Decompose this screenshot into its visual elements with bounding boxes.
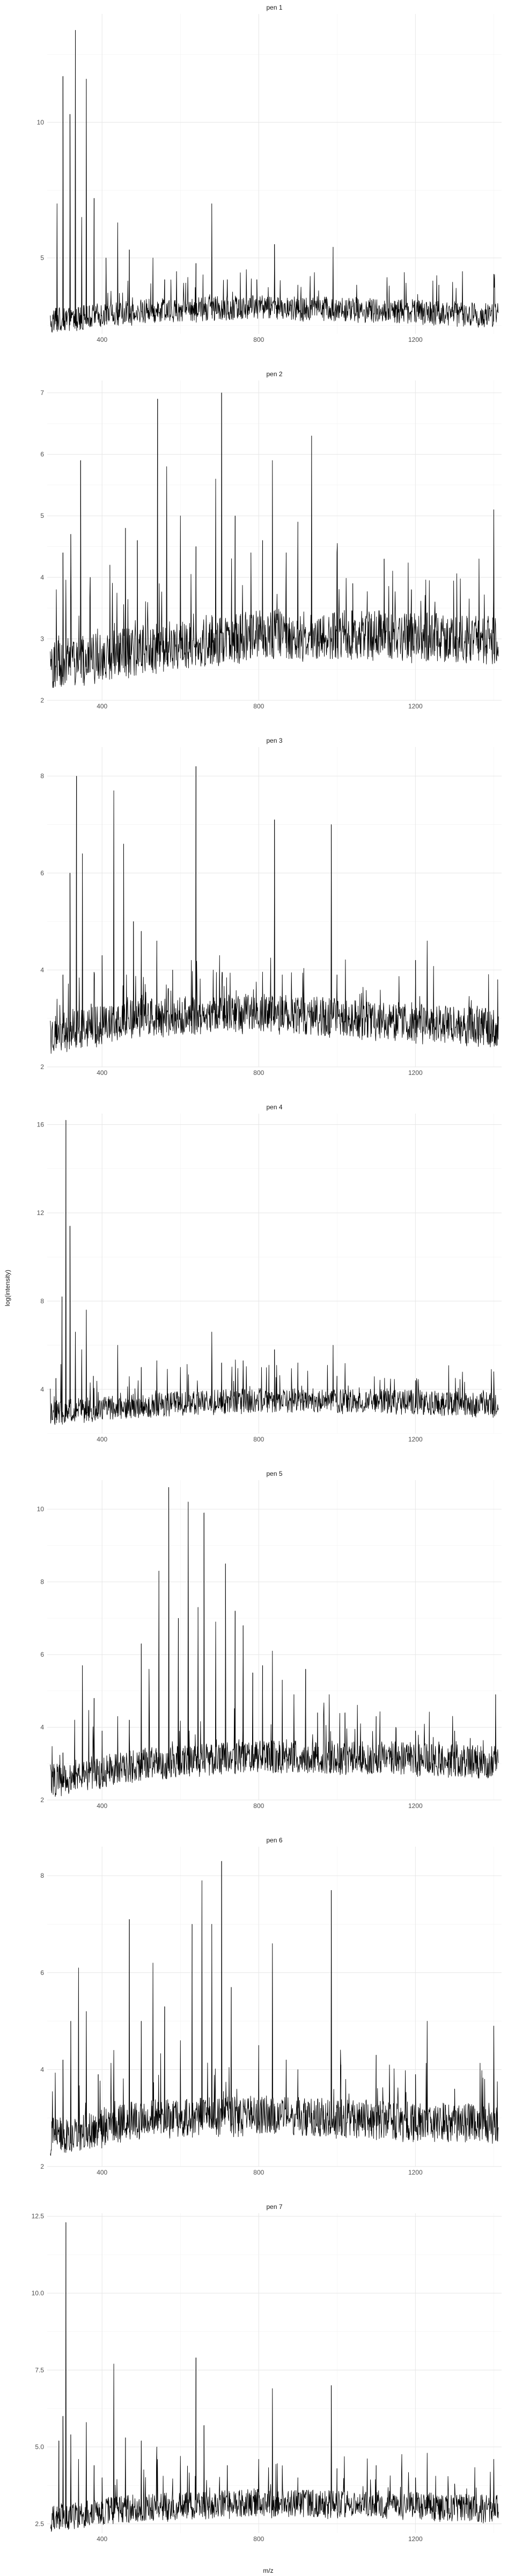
x-tick-label: 1200 <box>408 1436 423 1443</box>
y-tick-label: 6 <box>40 451 44 458</box>
x-tick-label: 400 <box>97 2535 107 2543</box>
facet-panel-2: pen 2 400 800 1200 2 3 4 5 6 7 <box>40 370 502 710</box>
y-tick-label: 8 <box>40 1578 44 1586</box>
x-tick-label: 800 <box>253 702 264 710</box>
x-axis-title: m/z <box>263 2567 273 2574</box>
y-tick-label: 10 <box>37 119 45 126</box>
panel-background <box>47 380 502 700</box>
y-tick-label: 10 <box>37 1505 45 1513</box>
y-tick-label: 6 <box>40 869 44 877</box>
y-tick-label: 2 <box>40 2163 44 2170</box>
y-tick-label: 12.5 <box>32 2213 45 2220</box>
x-tick-label: 400 <box>97 2169 107 2176</box>
y-tick-label: 8 <box>40 1872 44 1879</box>
facet-strip-label: pen 2 <box>266 370 282 378</box>
y-tick-label: 3 <box>40 635 44 642</box>
y-tick-label: 6 <box>40 1969 44 1977</box>
y-tick-label: 4 <box>40 574 44 581</box>
y-tick-label: 10.0 <box>32 2289 45 2297</box>
x-tick-label: 800 <box>253 1802 264 1810</box>
facet-strip-label: pen 4 <box>266 1103 282 1111</box>
spectrum-line-5 <box>50 1487 499 1797</box>
y-tick-label: 7 <box>40 389 44 397</box>
spectrum-line-7 <box>50 2222 499 2532</box>
x-tick-label: 1200 <box>408 336 423 343</box>
x-tick-label: 400 <box>97 336 107 343</box>
spectrum-line-6 <box>50 1861 499 2156</box>
facet-strip-label: pen 5 <box>266 1470 282 1477</box>
spectrum-line-4 <box>50 1119 499 1425</box>
facet-strip-label: pen 7 <box>266 2203 282 2211</box>
spectrum-line-2 <box>50 392 499 688</box>
spectrum-line-3 <box>50 766 499 1054</box>
y-tick-label: 5 <box>40 512 44 519</box>
x-tick-label: 400 <box>97 1802 107 1810</box>
y-tick-label: 2.5 <box>35 2520 44 2528</box>
y-tick-label: 12 <box>37 1209 45 1217</box>
x-tick-label: 800 <box>253 1436 264 1443</box>
y-tick-label: 8 <box>40 1297 44 1305</box>
facet-strip-label: pen 6 <box>266 1836 282 1844</box>
facet-panel-6: pen 6 400 800 1200 2 4 6 8 <box>40 1836 502 2176</box>
x-tick-label: 1200 <box>408 2535 423 2543</box>
y-tick-label: 2 <box>40 1063 44 1071</box>
x-tick-label: 400 <box>97 1069 107 1077</box>
facet-panel-5: pen 5 400 800 1200 2 4 6 8 10 <box>37 1470 502 1810</box>
y-tick-label: 7.5 <box>35 2366 44 2374</box>
y-tick-label: 5 <box>40 254 44 262</box>
y-axis-title: log(intensity) <box>4 1270 11 1306</box>
panel-background <box>47 2213 502 2533</box>
y-tick-label: 4 <box>40 1386 44 1393</box>
x-tick-label: 400 <box>97 702 107 710</box>
y-tick-label: 2 <box>40 697 44 704</box>
y-tick-label: 5.0 <box>35 2443 44 2451</box>
x-tick-label: 1200 <box>408 1802 423 1810</box>
x-tick-label: 1200 <box>408 1069 423 1077</box>
facet-panel-7: pen 7 400 800 1200 2.5 5.0 7.5 10.0 12.5 <box>32 2203 502 2543</box>
y-tick-label: 8 <box>40 772 44 780</box>
facet-panel-1: pen 1 400 800 1200 5 10 <box>37 4 502 343</box>
spectrum-line-1 <box>50 30 499 333</box>
x-tick-label: 800 <box>253 336 264 343</box>
facet-panel-4: pen 4 400 800 1200 4 8 12 16 <box>37 1103 502 1443</box>
y-tick-label: 4 <box>40 1724 44 1731</box>
facet-strip-label: pen 1 <box>266 4 282 11</box>
y-tick-label: 6 <box>40 1651 44 1658</box>
x-tick-label: 1200 <box>408 702 423 710</box>
facet-strip-label: pen 3 <box>266 737 282 744</box>
y-tick-label: 16 <box>37 1121 45 1129</box>
x-tick-label: 800 <box>253 2169 264 2176</box>
x-tick-label: 800 <box>253 2535 264 2543</box>
x-tick-label: 800 <box>253 1069 264 1077</box>
y-tick-label: 2 <box>40 1796 44 1804</box>
facet-panel-3: pen 3 400 800 1200 2 4 6 8 <box>40 737 502 1077</box>
y-tick-label: 4 <box>40 966 44 974</box>
y-tick-label: 4 <box>40 2066 44 2073</box>
x-tick-label: 1200 <box>408 2169 423 2176</box>
x-tick-label: 400 <box>97 1436 107 1443</box>
